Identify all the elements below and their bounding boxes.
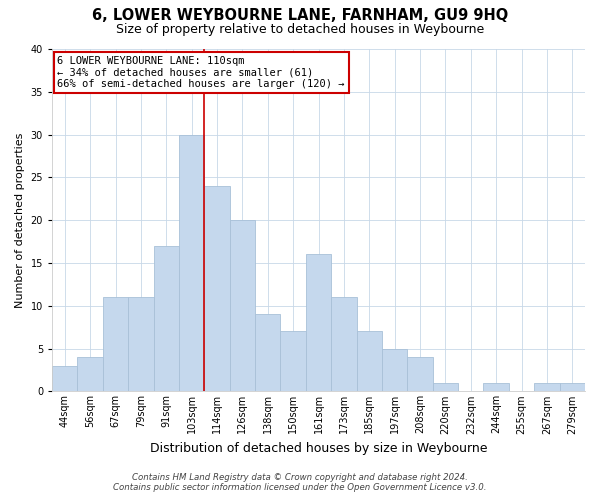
Bar: [433, 383, 458, 392]
Y-axis label: Number of detached properties: Number of detached properties: [15, 132, 25, 308]
Bar: [128, 297, 154, 392]
Bar: [280, 332, 306, 392]
X-axis label: Distribution of detached houses by size in Weybourne: Distribution of detached houses by size …: [150, 442, 487, 455]
Bar: [154, 246, 179, 392]
Bar: [179, 134, 205, 392]
Bar: [103, 297, 128, 392]
Text: 6, LOWER WEYBOURNE LANE, FARNHAM, GU9 9HQ: 6, LOWER WEYBOURNE LANE, FARNHAM, GU9 9H…: [92, 8, 508, 22]
Bar: [52, 366, 77, 392]
Bar: [484, 383, 509, 392]
Bar: [306, 254, 331, 392]
Text: 6 LOWER WEYBOURNE LANE: 110sqm
← 34% of detached houses are smaller (61)
66% of : 6 LOWER WEYBOURNE LANE: 110sqm ← 34% of …: [58, 56, 345, 89]
Bar: [255, 314, 280, 392]
Bar: [560, 383, 585, 392]
Bar: [230, 220, 255, 392]
Bar: [205, 186, 230, 392]
Bar: [407, 357, 433, 392]
Text: Size of property relative to detached houses in Weybourne: Size of property relative to detached ho…: [116, 22, 484, 36]
Text: Contains HM Land Registry data © Crown copyright and database right 2024.
Contai: Contains HM Land Registry data © Crown c…: [113, 473, 487, 492]
Bar: [356, 332, 382, 392]
Bar: [331, 297, 356, 392]
Bar: [382, 348, 407, 392]
Bar: [77, 357, 103, 392]
Bar: [534, 383, 560, 392]
